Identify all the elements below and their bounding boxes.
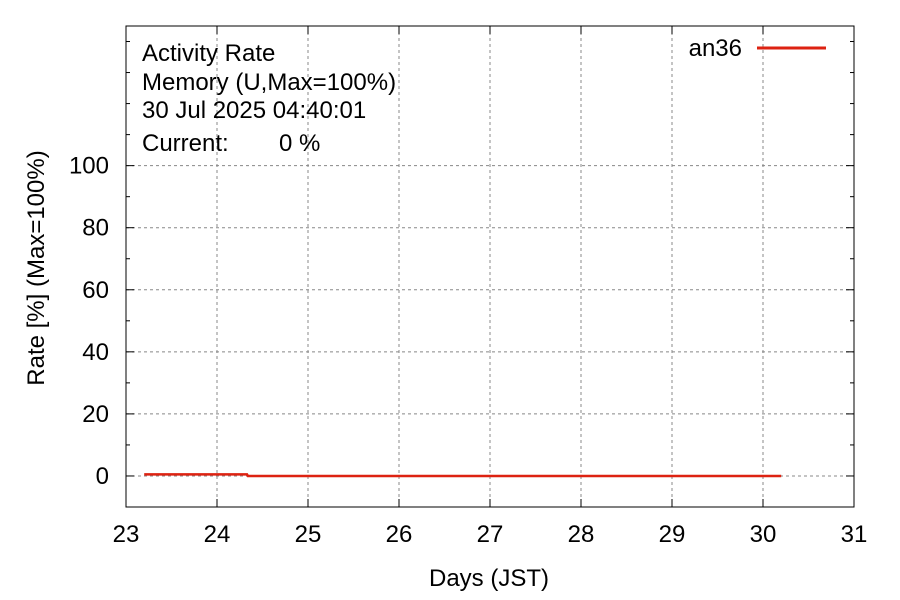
y-tick-label: 60 <box>82 277 109 304</box>
current-label: Current: <box>142 130 229 157</box>
title-line-1: Activity Rate <box>142 40 275 67</box>
legend-label-an36: an36 <box>689 35 742 62</box>
x-tick-label: 27 <box>477 521 504 548</box>
current-value: 0 % <box>279 130 320 157</box>
x-tick-label: 23 <box>113 521 140 548</box>
legend: an36 <box>689 35 826 62</box>
y-axis-label: Rate [%] (Max=100%) <box>23 150 50 385</box>
x-tick-label: 29 <box>659 521 686 548</box>
x-tick-label: 26 <box>386 521 413 548</box>
series-line-an36 <box>144 473 782 478</box>
x-tick-label: 28 <box>568 521 595 548</box>
x-tick-label: 24 <box>204 521 231 548</box>
x-axis-label: Days (JST) <box>429 565 549 592</box>
axis-ticks <box>125 26 855 507</box>
x-tick-label: 30 <box>750 521 777 548</box>
y-tick-label: 40 <box>82 339 109 366</box>
y-tick-label: 0 <box>96 463 109 490</box>
title-line-2: Memory (U,Max=100%) <box>142 69 396 96</box>
y-tick-label: 80 <box>82 215 109 242</box>
title-line-3: 30 Jul 2025 04:40:01 <box>142 97 366 124</box>
x-tick-label: 31 <box>841 521 868 548</box>
y-tick-label: 100 <box>69 153 109 180</box>
series-lines <box>144 473 782 478</box>
x-tick-label: 25 <box>295 521 322 548</box>
y-tick-label: 20 <box>82 401 109 428</box>
